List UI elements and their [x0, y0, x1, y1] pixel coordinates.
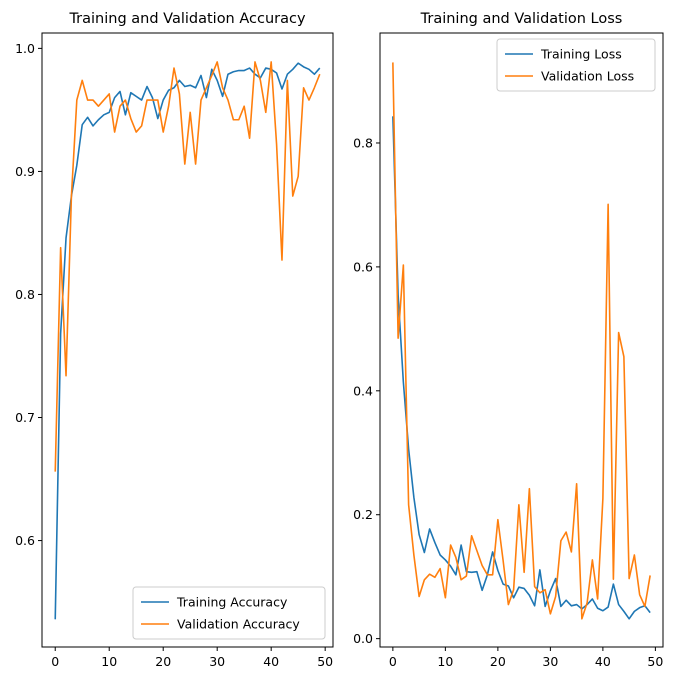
legend-frame [496, 38, 656, 92]
x-tick-label: 40 [595, 654, 611, 669]
x-tick-label: 50 [647, 654, 663, 669]
y-tick-label: 0.9 [15, 164, 35, 179]
axes-frame [41, 32, 334, 648]
y-tick-label: 0.0 [353, 631, 373, 646]
x-tick-label: 0 [389, 654, 397, 669]
x-tick-label: 10 [101, 654, 117, 669]
chart-title: Training and Validation Loss [420, 11, 623, 27]
validation-accuracy-line [54, 61, 321, 472]
legend-entry-validation-accuracy: Validation Accuracy [177, 617, 300, 632]
y-tick-label: 0.2 [353, 507, 373, 522]
legend: Training Loss Validation Loss [496, 38, 656, 92]
legend: Training Accuracy Validation Accuracy [132, 586, 326, 640]
x-tick-label: 40 [263, 654, 279, 669]
x-tick-label: 20 [155, 654, 171, 669]
y-tick-label: 0.4 [353, 383, 373, 398]
validation-loss-line [392, 62, 651, 620]
legend-entry-validation-loss: Validation Loss [541, 69, 634, 84]
x-tick-label: 0 [51, 654, 59, 669]
y-tick-label: 0.7 [15, 410, 35, 425]
legend-frame [132, 586, 326, 640]
legend-entry-training-accuracy: Training Accuracy [176, 595, 288, 610]
x-tick-label: 30 [209, 654, 225, 669]
training-loss-line [392, 116, 651, 620]
y-tick-label: 0.8 [15, 287, 35, 302]
y-tick-label: 0.6 [15, 533, 35, 548]
x-tick-label: 10 [437, 654, 453, 669]
x-tick-label: 50 [317, 654, 333, 669]
y-tick-label: 1.0 [15, 41, 35, 56]
x-tick-label: 20 [490, 654, 506, 669]
y-tick-label: 0.6 [353, 259, 373, 274]
axes-frame [379, 32, 664, 648]
training-accuracy-line [54, 62, 321, 620]
chart-title: Training and Validation Accuracy [68, 11, 306, 27]
loss-subplot: Training and Validation Loss 0 10 20 30 40 50 0… [353, 11, 664, 669]
x-tick-label: 30 [542, 654, 558, 669]
accuracy-subplot: Training and Validation Accuracy 0 10 20 30 4… [15, 11, 334, 669]
y-tick-label: 0.8 [353, 135, 373, 150]
legend-entry-training-loss: Training Loss [540, 47, 622, 62]
